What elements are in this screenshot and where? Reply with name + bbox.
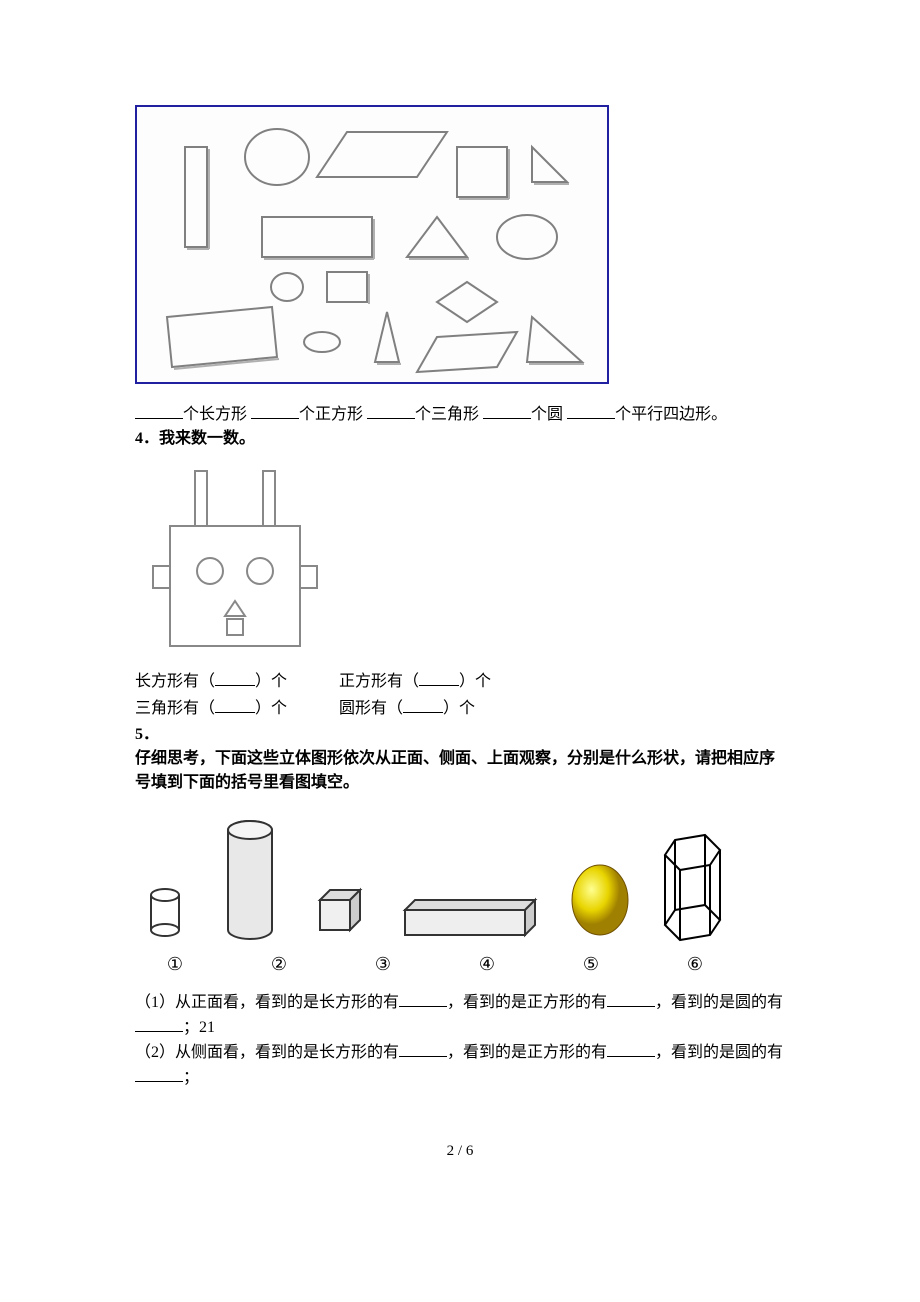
blank[interactable] [607,1040,655,1057]
q4-title: 我来数一数。 [159,430,255,447]
q5-number: 5． [135,723,785,747]
blank[interactable] [215,669,255,686]
blank[interactable] [399,1040,447,1057]
q5-sub1: （1）从正面看，看到的是长方形的有 ，看到的是正方形的有 ，看到的是圆的有 ；21 [135,990,785,1040]
text: ，看到的是圆的有 [655,994,783,1011]
blank[interactable] [135,1065,183,1082]
text: 长方形有（ [135,673,215,690]
text: ，看到的是正方形的有 [447,1044,607,1061]
q3-fill-line: 个长方形 个正方形 个三角形 个圆 个平行四边形。 [135,402,785,427]
text: ，看到的是正方形的有 [447,994,607,1011]
text: ；21 [183,1019,215,1036]
text: （1）从正面看，看到的是长方形的有 [135,994,399,1011]
text: ）个 [443,700,475,717]
text: 圆形有（ [339,700,403,717]
label-6: ⑥ [655,951,735,978]
blank[interactable] [403,696,443,713]
label-5: ⑤ [551,951,631,978]
text: 个圆 [531,406,563,423]
blank[interactable] [607,990,655,1007]
q4-heading: 4．我来数一数。 [135,427,785,451]
shapes-figure [135,105,609,384]
q4-number: 4． [135,430,159,447]
text: 正方形有（ [339,673,419,690]
q4-answers: 长方形有（ ）个 正方形有（ ）个 三角形有（ ）个 圆形有（ ）个 [135,669,785,721]
page-number: 2 / 6 [135,1140,785,1163]
blank[interactable] [399,990,447,1007]
label-3: ③ [343,951,423,978]
solids-figure [135,815,735,945]
text: 个长方形 [183,406,247,423]
blank[interactable] [567,402,615,419]
text: ，看到的是圆的有 [655,1044,783,1061]
blank[interactable] [135,1015,183,1032]
text: （2）从侧面看，看到的是长方形的有 [135,1044,399,1061]
label-4: ④ [447,951,527,978]
text: 个正方形 [299,406,363,423]
blank[interactable] [367,402,415,419]
blank[interactable] [483,402,531,419]
text: 三角形有（ [135,700,215,717]
solids-labels: ① ② ③ ④ ⑤ ⑥ [135,951,735,978]
q5-prompt: 仔细思考，下面这些立体图形依次从正面、侧面、上面观察，分别是什么形状，请把相应序… [135,747,785,795]
text: ）个 [255,700,287,717]
blank[interactable] [251,402,299,419]
text: 个平行四边形。 [615,406,727,423]
label-2: ② [239,951,319,978]
text: ）个 [459,673,491,690]
label-1: ① [135,951,215,978]
blank[interactable] [135,402,183,419]
text: ； [183,1069,199,1086]
text: 个三角形 [415,406,479,423]
robot-figure [135,461,335,661]
document-page: 个长方形 个正方形 个三角形 个圆 个平行四边形。 4．我来数一数。 [0,0,920,1223]
blank[interactable] [215,696,255,713]
text: ）个 [255,673,287,690]
q5-sub2: （2）从侧面看，看到的是长方形的有 ，看到的是正方形的有 ，看到的是圆的有 ； [135,1040,785,1090]
blank[interactable] [419,669,459,686]
